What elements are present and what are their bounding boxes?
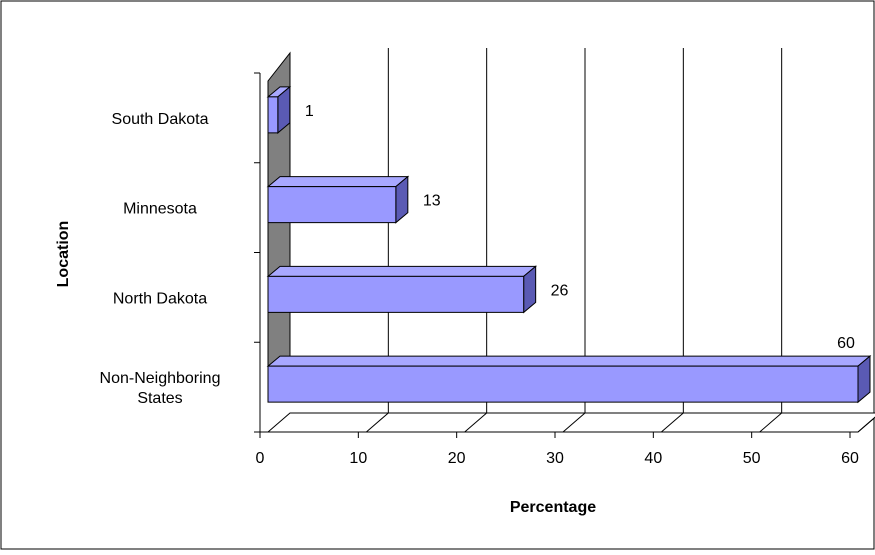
- bar-top-face: [266, 176, 410, 188]
- x-tick-label: 20: [448, 450, 466, 467]
- category-label: Minnesota: [123, 201, 197, 218]
- floor-gridline: [661, 412, 684, 433]
- floor: [266, 412, 875, 433]
- axes: 0 10 20 30 40 50 60 Non-Neighboring States North …: [100, 72, 859, 467]
- category-label: North Dakota: [113, 290, 207, 307]
- category-label: Non-Neighboring: [100, 370, 221, 387]
- y-axis-title: Location: [55, 221, 72, 288]
- floor-gridline: [759, 412, 782, 433]
- x-tick-label: 60: [841, 450, 859, 467]
- floor-gridline: [366, 412, 389, 433]
- data-label: 13: [423, 193, 441, 210]
- x-tick-label: 0: [256, 450, 265, 467]
- data-label: 60: [837, 335, 855, 352]
- bar: [267, 96, 279, 134]
- x-axis-title: Percentage: [510, 499, 596, 516]
- category-label: States: [137, 390, 182, 407]
- floor-gridline: [562, 412, 586, 433]
- x-tick-label: 10: [349, 450, 367, 467]
- bar-top-face: [266, 265, 538, 277]
- plot-background: [266, 51, 875, 433]
- data-label: 1: [305, 103, 314, 120]
- x-tick-label: 30: [546, 450, 564, 467]
- bar: [267, 365, 859, 403]
- bars: 60 26 13 1: [266, 85, 872, 404]
- x-tick-label: 50: [743, 450, 761, 467]
- gridlines: [366, 48, 875, 433]
- floor-gridline: [857, 416, 875, 433]
- category-label: South Dakota: [112, 111, 209, 128]
- bar-top-face: [266, 355, 872, 367]
- data-label: 26: [551, 282, 569, 299]
- floor-gridline: [464, 412, 487, 433]
- bar: [267, 186, 397, 224]
- x-tick-label: 40: [644, 450, 662, 467]
- bar: [267, 275, 525, 313]
